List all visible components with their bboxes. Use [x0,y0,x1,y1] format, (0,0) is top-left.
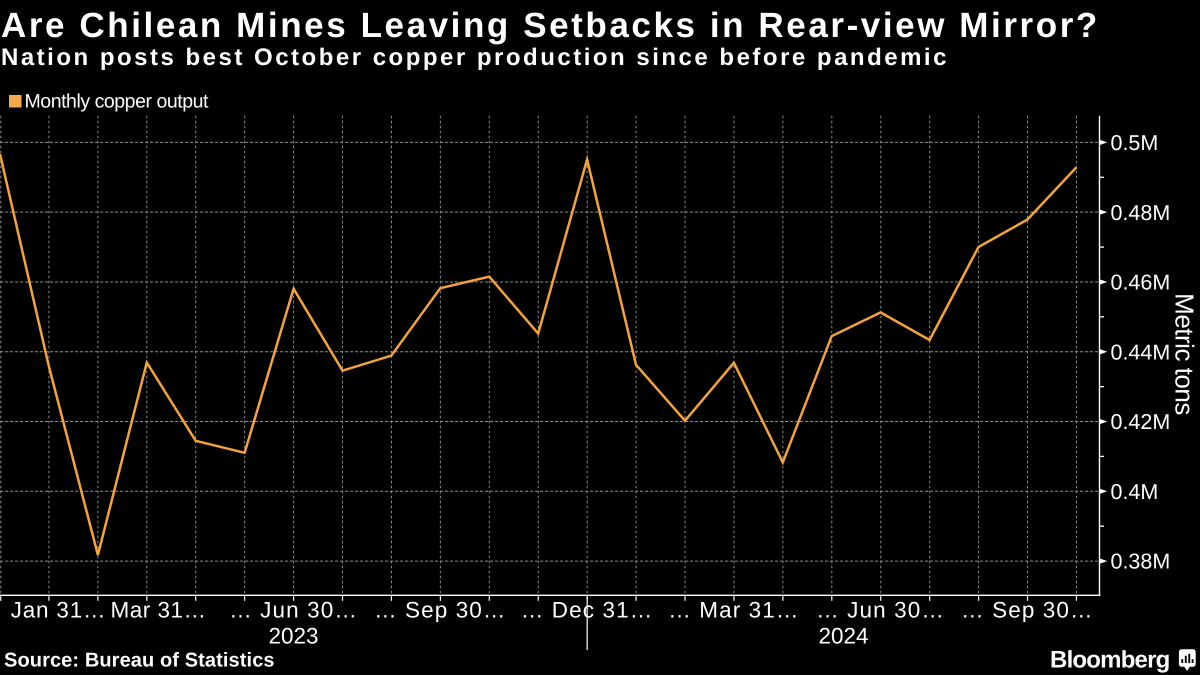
svg-text:Monthly copper output: Monthly copper output [25,91,210,113]
svg-text:0.46M: 0.46M [1111,271,1171,295]
svg-text:… Jun 30…: … Jun 30… [229,598,358,623]
svg-text:0.48M: 0.48M [1111,201,1171,225]
svg-text:2024: 2024 [818,624,868,649]
svg-text:Mar 31…: Mar 31… [110,598,206,623]
svg-text:Bloomberg: Bloomberg [1050,647,1170,674]
svg-text:0.42M: 0.42M [1111,410,1171,434]
svg-text:0.38M: 0.38M [1111,550,1171,574]
svg-text:0.4M: 0.4M [1111,480,1159,504]
svg-text:… Mar 31…: … Mar 31… [668,598,799,623]
svg-text:… Dec 31…: … Dec 31… [521,598,653,623]
svg-text:… Sep 30…: … Sep 30… [961,598,1093,623]
svg-text:0.44M: 0.44M [1111,340,1171,364]
svg-text:… Sep 30…: … Sep 30… [374,598,506,623]
svg-text:… Jun 30…: … Jun 30… [816,598,945,623]
svg-text:Metric tons: Metric tons [1170,293,1200,415]
svg-text:Jan 31…: Jan 31… [11,598,107,623]
svg-text:Source: Bureau of Statistics: Source: Bureau of Statistics [4,650,275,672]
svg-text:Nation posts best October copp: Nation posts best October copper product… [1,44,949,71]
svg-text:2023: 2023 [268,624,318,649]
svg-text:0.5M: 0.5M [1111,131,1159,155]
svg-text:Are Chilean Mines Leaving Setb: Are Chilean Mines Leaving Setbacks in Re… [1,6,1100,45]
